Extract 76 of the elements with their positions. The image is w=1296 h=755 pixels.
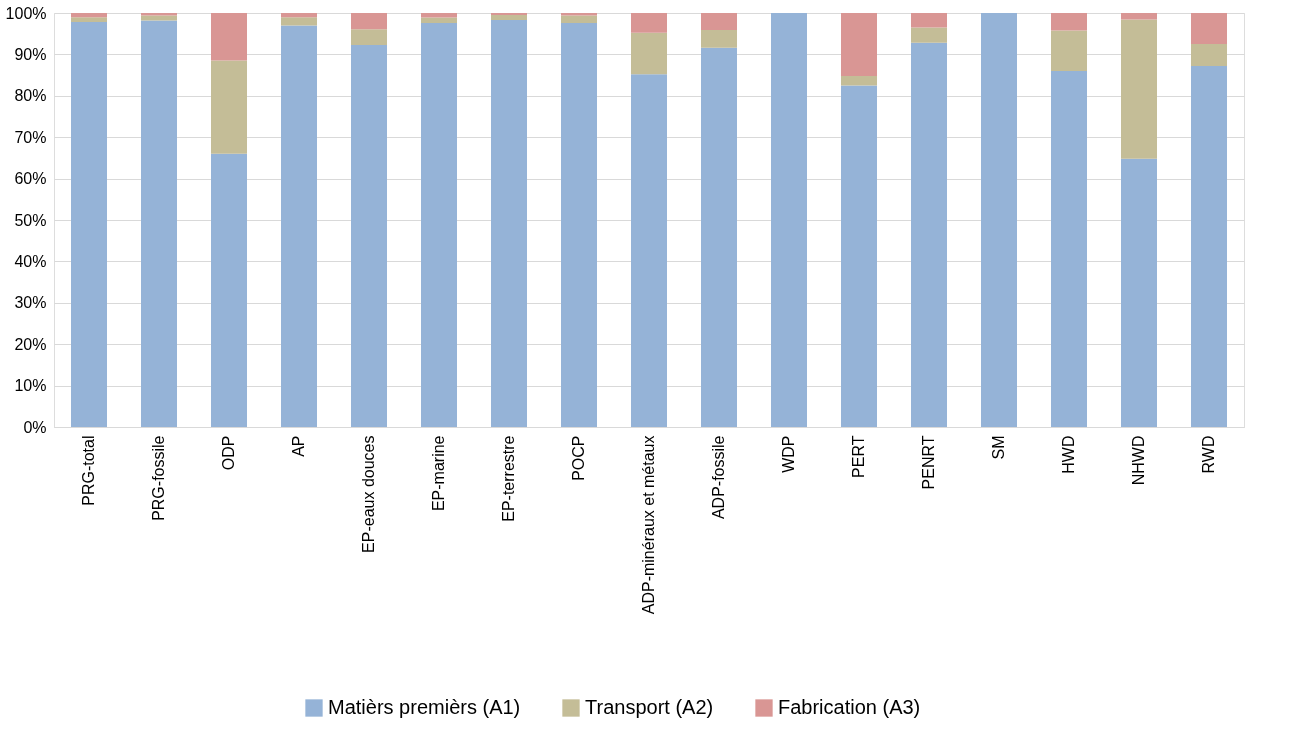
bar bbox=[421, 13, 457, 18]
x-tick-label: WDP bbox=[780, 435, 797, 473]
x-tick-label: ADP-fossile bbox=[710, 435, 727, 520]
bar bbox=[421, 22, 457, 427]
bar bbox=[701, 47, 737, 427]
y-tick-label: 60% bbox=[14, 170, 47, 188]
bar bbox=[561, 22, 597, 427]
bar bbox=[211, 60, 247, 154]
bar bbox=[911, 13, 947, 28]
x-tick-label: AP bbox=[290, 435, 307, 457]
legend-label: Fabrication (A3) bbox=[778, 696, 921, 718]
bar bbox=[1191, 44, 1227, 66]
y-tick-label: 50% bbox=[14, 211, 47, 229]
x-tick-label: EP-marine bbox=[430, 435, 447, 512]
bar bbox=[351, 44, 387, 427]
bar bbox=[71, 17, 107, 23]
bar bbox=[71, 13, 107, 18]
x-tick-label: RWD bbox=[1200, 435, 1217, 474]
bar bbox=[841, 75, 877, 86]
bar bbox=[701, 13, 737, 30]
bar bbox=[1191, 65, 1227, 427]
y-tick-label: 70% bbox=[14, 128, 47, 146]
legend-label: Transport (A2) bbox=[585, 696, 714, 718]
bar bbox=[1051, 13, 1087, 31]
bar bbox=[71, 22, 107, 427]
x-tick-label: NHWD bbox=[1130, 435, 1147, 486]
y-tick-label: 80% bbox=[14, 87, 47, 105]
x-tick-label: ODP bbox=[220, 435, 237, 471]
x-tick-label: HWD bbox=[1060, 435, 1077, 474]
x-tick-label: EP-terrestre bbox=[500, 435, 517, 522]
bar bbox=[351, 13, 387, 30]
bar bbox=[421, 17, 457, 23]
bar bbox=[701, 29, 737, 48]
bar bbox=[1121, 13, 1157, 20]
y-tick-label: 30% bbox=[14, 294, 47, 312]
x-tick-label: PERT bbox=[850, 435, 867, 478]
x-tick-label: ADP-minéraux et métaux bbox=[640, 435, 657, 615]
bar bbox=[631, 74, 667, 427]
bar bbox=[1051, 70, 1087, 427]
legend-label: Matièrs premièrs (A1) bbox=[328, 696, 521, 718]
bar bbox=[141, 15, 177, 21]
bar bbox=[281, 17, 317, 26]
bar bbox=[981, 13, 1017, 427]
bar bbox=[911, 27, 947, 43]
bar bbox=[211, 153, 247, 427]
x-tick-label: PENRT bbox=[920, 435, 937, 490]
bar bbox=[631, 13, 667, 33]
bar bbox=[631, 32, 667, 75]
y-tick-label: 0% bbox=[23, 418, 47, 436]
y-tick-label: 40% bbox=[14, 252, 47, 270]
bar bbox=[841, 85, 877, 427]
bar bbox=[771, 13, 807, 427]
y-tick-label: 20% bbox=[14, 335, 47, 353]
bar bbox=[491, 13, 527, 16]
bar bbox=[281, 25, 317, 427]
bar bbox=[1121, 158, 1157, 427]
bar bbox=[1051, 30, 1087, 71]
x-tick-label: PRG-fossile bbox=[150, 435, 167, 521]
x-tick-label: EP-eaux douces bbox=[360, 435, 377, 553]
x-tick-label: POCP bbox=[570, 435, 587, 481]
bar bbox=[491, 15, 527, 21]
bar bbox=[1191, 13, 1227, 45]
y-tick-label: 90% bbox=[14, 45, 47, 63]
bar bbox=[1121, 19, 1157, 159]
bar bbox=[281, 13, 317, 18]
y-tick-label: 100% bbox=[5, 4, 47, 22]
bar bbox=[911, 42, 947, 427]
bar bbox=[141, 20, 177, 427]
bar bbox=[841, 13, 877, 76]
bar bbox=[491, 20, 527, 427]
x-tick-label: SM bbox=[990, 435, 1007, 460]
bar bbox=[211, 13, 247, 61]
bar bbox=[351, 29, 387, 45]
x-tick-label: PRG-total bbox=[80, 435, 97, 506]
bar bbox=[561, 15, 597, 23]
y-tick-label: 10% bbox=[14, 377, 47, 395]
